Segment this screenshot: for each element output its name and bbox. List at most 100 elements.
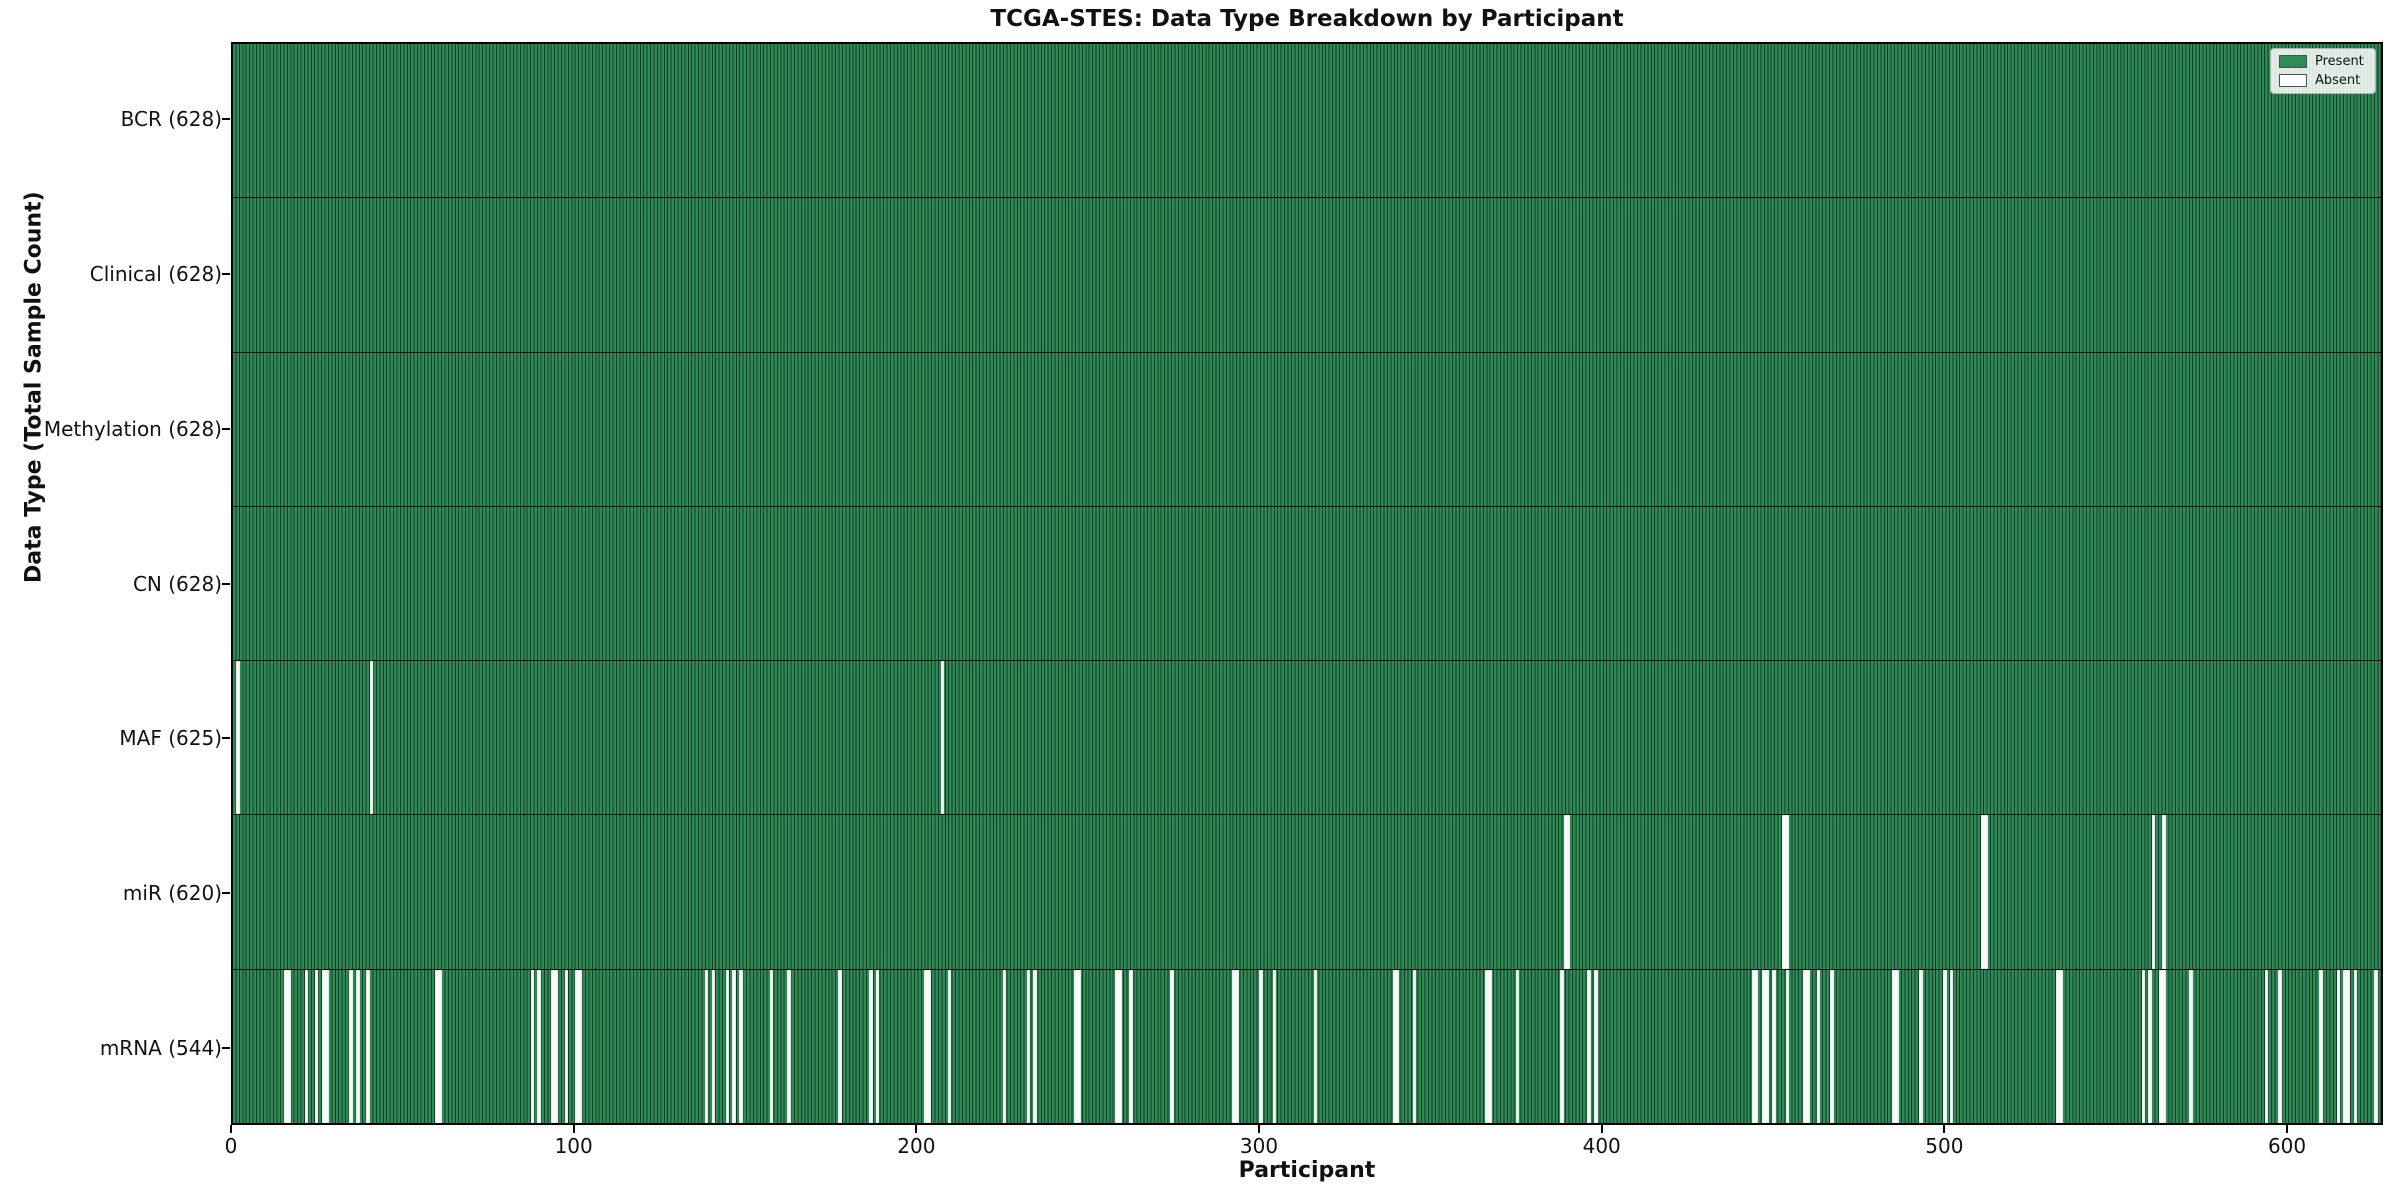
plot-area — [231, 42, 2383, 1125]
absent-gap — [304, 969, 309, 1123]
x-tick-label-600: 600 — [2267, 1134, 2307, 1158]
absent-gap — [2343, 969, 2351, 1123]
y-tick-mark — [222, 273, 230, 276]
row-band-maf — [233, 661, 2381, 816]
chart-title: TCGA-STES: Data Type Breakdown by Partic… — [990, 6, 1624, 32]
row-band-cn — [233, 506, 2381, 662]
legend-swatch-icon — [2279, 55, 2307, 68]
x-tick-mark — [572, 1125, 575, 1133]
absent-gap — [369, 661, 374, 815]
absent-gap — [1563, 815, 1571, 969]
absent-gap — [1129, 969, 1133, 1123]
absent-gap — [1830, 969, 1834, 1123]
y-tick-mark — [222, 427, 230, 430]
legend-label: Absent — [2315, 73, 2361, 88]
absent-gap — [236, 661, 240, 815]
absent-gap — [537, 969, 541, 1123]
x-axis-title: Participant — [1238, 1158, 1376, 1183]
absent-gap — [1816, 969, 1821, 1123]
absent-gap — [1259, 969, 1263, 1123]
legend-label: Present — [2315, 54, 2364, 69]
absent-gap — [366, 969, 370, 1123]
absent-gap — [551, 969, 558, 1123]
x-tick-mark — [230, 1125, 232, 1133]
absent-gap — [1115, 969, 1123, 1123]
absent-gap — [530, 969, 534, 1123]
absent-gap — [356, 969, 360, 1123]
absent-gap — [2353, 969, 2358, 1123]
absent-gap — [787, 969, 791, 1123]
absent-gap — [1594, 969, 1598, 1123]
legend-entry-present: Present — [2279, 55, 2367, 68]
y-tick-label-mrna: mRNA (544) — [99, 1035, 222, 1060]
absent-gap — [1761, 969, 1769, 1123]
absent-gap — [564, 969, 569, 1123]
absent-gap — [2189, 969, 2193, 1123]
absent-gap — [2374, 969, 2378, 1123]
absent-gap — [1272, 969, 1277, 1123]
absent-gap — [1802, 969, 1810, 1123]
absent-gap — [1587, 969, 1591, 1123]
y-tick-label-cn: CN (628) — [132, 571, 222, 596]
absent-gap — [2141, 969, 2145, 1123]
row-band-mir — [233, 815, 2381, 970]
absent-gap — [1002, 969, 1006, 1123]
absent-gap — [1980, 815, 1988, 969]
absent-gap — [1231, 969, 1239, 1123]
absent-gap — [1413, 969, 1417, 1123]
y-tick-mark — [222, 737, 230, 740]
x-tick-label-100: 100 — [554, 1134, 593, 1158]
absent-gap — [1751, 969, 1759, 1123]
y-tick-label-methylation: Methylation (628) — [43, 416, 222, 441]
absent-gap — [1074, 969, 1082, 1123]
absent-gap — [2162, 815, 2166, 969]
absent-gap — [1785, 969, 1790, 1123]
absent-gap — [923, 969, 931, 1123]
absent-gap — [1515, 969, 1520, 1123]
x-tick-label-300: 300 — [1239, 1134, 1279, 1158]
y-tick-mark — [222, 118, 230, 121]
absent-gap — [732, 969, 736, 1123]
x-tick-label-400: 400 — [1582, 1134, 1621, 1158]
y-tick-mark — [222, 1046, 230, 1049]
y-tick-mark — [222, 582, 230, 585]
absent-gap — [1313, 969, 1318, 1123]
absent-gap — [947, 969, 952, 1123]
absent-gap — [1919, 969, 1923, 1123]
y-tick-label-clinical: Clinical (628) — [89, 262, 222, 287]
x-tick-mark — [915, 1125, 918, 1133]
legend: Present Absent — [2270, 48, 2376, 94]
absent-gap — [869, 969, 873, 1123]
absent-gap — [434, 969, 442, 1123]
y-tick-label-bcr: BCR (628) — [120, 107, 222, 132]
absent-gap — [2264, 969, 2269, 1123]
absent-gap — [1950, 969, 1954, 1123]
legend-entry-absent: Absent — [2279, 74, 2367, 87]
absent-gap — [876, 969, 880, 1123]
absent-gap — [2336, 969, 2340, 1123]
absent-gap — [705, 969, 709, 1123]
legend-swatch-icon — [2279, 74, 2307, 87]
absent-gap — [284, 969, 292, 1123]
x-tick-mark — [1600, 1125, 1603, 1133]
absent-gap — [315, 969, 319, 1123]
absent-gap — [349, 969, 353, 1123]
absent-gap — [1891, 969, 1899, 1123]
absent-gap — [2151, 815, 2156, 969]
absent-gap — [1560, 969, 1564, 1123]
x-tick-mark — [2286, 1125, 2289, 1133]
y-tick-label-mir: miR (620) — [122, 880, 222, 905]
absent-gap — [575, 969, 582, 1123]
absent-gap — [2056, 969, 2063, 1123]
absent-gap — [2158, 969, 2166, 1123]
x-tick-label-500: 500 — [1925, 1134, 1964, 1158]
absent-gap — [1170, 969, 1174, 1123]
absent-gap — [1772, 969, 1776, 1123]
y-axis-title: Data Type (Total Sample Count) — [21, 191, 47, 583]
row-band-mrna — [233, 969, 2381, 1123]
absent-gap — [2278, 969, 2282, 1123]
absent-gap — [1026, 969, 1030, 1123]
x-tick-label-0: 0 — [224, 1134, 238, 1158]
x-tick-mark — [1943, 1125, 1946, 1133]
